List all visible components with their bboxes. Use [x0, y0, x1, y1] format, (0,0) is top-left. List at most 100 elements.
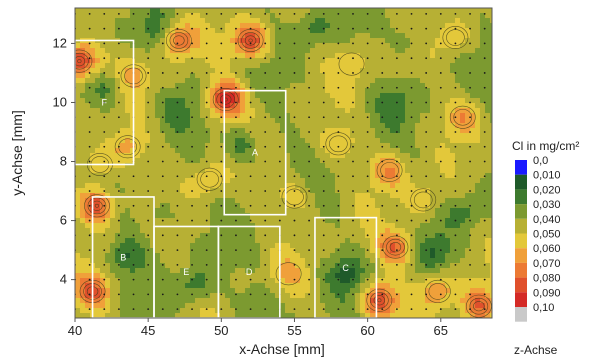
measurement-point: [483, 160, 486, 163]
hotspot-1-contour-1: [75, 52, 89, 70]
measurement-point: [425, 27, 428, 30]
measurement-point: [483, 57, 486, 60]
measurement-point: [483, 278, 486, 281]
measurement-point: [352, 190, 354, 192]
measurement-point: [469, 278, 471, 281]
measurement-point: [103, 13, 106, 15]
measurement-point: [483, 190, 486, 192]
measurement-point: [381, 278, 384, 281]
measurement-point: [454, 57, 457, 60]
measurement-point: [161, 42, 164, 45]
measurement-point: [147, 278, 150, 281]
measurement-point: [483, 219, 486, 222]
measurement-point: [205, 278, 208, 281]
measurement-point: [88, 72, 91, 74]
measurement-point: [454, 42, 457, 45]
measurement-point: [352, 116, 354, 119]
measurement-point: [469, 101, 471, 104]
measurement-point: [293, 175, 296, 178]
measurement-point: [132, 249, 135, 251]
measurement-point: [249, 249, 252, 251]
measurement-point: [454, 263, 457, 266]
measurement-point: [322, 219, 325, 222]
measurement-point: [366, 86, 369, 89]
measurement-point: [469, 86, 471, 89]
measurement-point: [410, 219, 413, 222]
hotspot-8-contour-1: [380, 162, 399, 179]
measurement-point: [103, 57, 106, 60]
measurement-point: [235, 116, 237, 119]
measurement-point: [205, 293, 208, 296]
measurement-point: [176, 308, 179, 311]
measurement-point: [235, 234, 237, 237]
measurement-point: [322, 204, 325, 207]
measurement-point: [191, 13, 193, 15]
measurement-point: [147, 175, 150, 178]
measurement-point: [176, 219, 179, 222]
measurement-point: [469, 263, 471, 266]
measurement-point: [469, 145, 471, 148]
measurement-point: [88, 101, 91, 104]
measurement-point: [381, 175, 384, 178]
measurement-point: [161, 101, 164, 104]
measurement-point: [293, 293, 296, 296]
measurement-point: [293, 219, 296, 222]
measurement-point: [235, 131, 237, 133]
measurement-point: [191, 249, 193, 251]
measurement-point: [293, 160, 296, 163]
measurement-point: [249, 308, 252, 311]
measurement-point: [293, 27, 296, 30]
measurement-point: [410, 57, 413, 60]
measurement-point: [103, 72, 106, 74]
hotspot-2-contour-1: [87, 197, 107, 215]
measurement-point: [293, 278, 296, 281]
measurement-point: [235, 278, 237, 281]
legend-label: 0,030: [533, 199, 561, 211]
measurement-point: [88, 145, 91, 148]
measurement-point: [469, 13, 471, 15]
measurement-point: [249, 263, 252, 266]
measurement-point: [483, 293, 486, 296]
measurement-point: [117, 308, 120, 311]
measurement-point: [469, 27, 471, 30]
hotspot-0-contour-2: [220, 94, 232, 105]
measurement-point: [293, 86, 296, 89]
measurement-point: [220, 293, 223, 296]
measurement-point: [249, 293, 252, 296]
measurement-point: [147, 42, 150, 45]
measurement-point: [337, 42, 340, 45]
legend-swatch: [515, 277, 527, 293]
measurement-point: [469, 116, 471, 119]
measurement-point: [337, 160, 340, 163]
measurement-point: [220, 278, 223, 281]
measurement-point: [425, 234, 428, 237]
measurement-point: [308, 249, 311, 251]
hotspot-5-contour-1: [386, 238, 405, 256]
measurement-point: [176, 72, 179, 74]
measurement-point: [103, 204, 106, 207]
measurement-point: [264, 278, 267, 281]
measurement-point: [439, 175, 442, 178]
x-tick-label: 65: [434, 323, 448, 338]
measurement-point: [161, 278, 164, 281]
measurement-point: [147, 234, 150, 237]
measurement-point: [425, 13, 428, 15]
measurement-point: [454, 160, 457, 163]
x-axis-title: x-Achse [mm]: [239, 341, 325, 357]
measurement-point: [161, 160, 164, 163]
measurement-point: [249, 13, 252, 15]
measurement-point: [454, 190, 457, 192]
legend-swatch: [515, 292, 527, 307]
measurement-point: [132, 308, 135, 311]
measurement-point: [308, 145, 311, 148]
measurement-point: [395, 263, 398, 266]
colorbar-legend: Cl in mg/cm² z-Achse 0,0 0,010 0,020 0,030 0…: [512, 139, 579, 357]
legend-label: 0,090: [533, 287, 561, 299]
measurement-point: [205, 13, 208, 15]
measurement-point: [483, 13, 486, 15]
measurement-point: [132, 190, 135, 192]
hotspot-2-contour-2: [91, 200, 103, 211]
measurement-point: [264, 160, 267, 163]
measurement-point: [381, 204, 384, 207]
measurement-point: [205, 175, 208, 178]
